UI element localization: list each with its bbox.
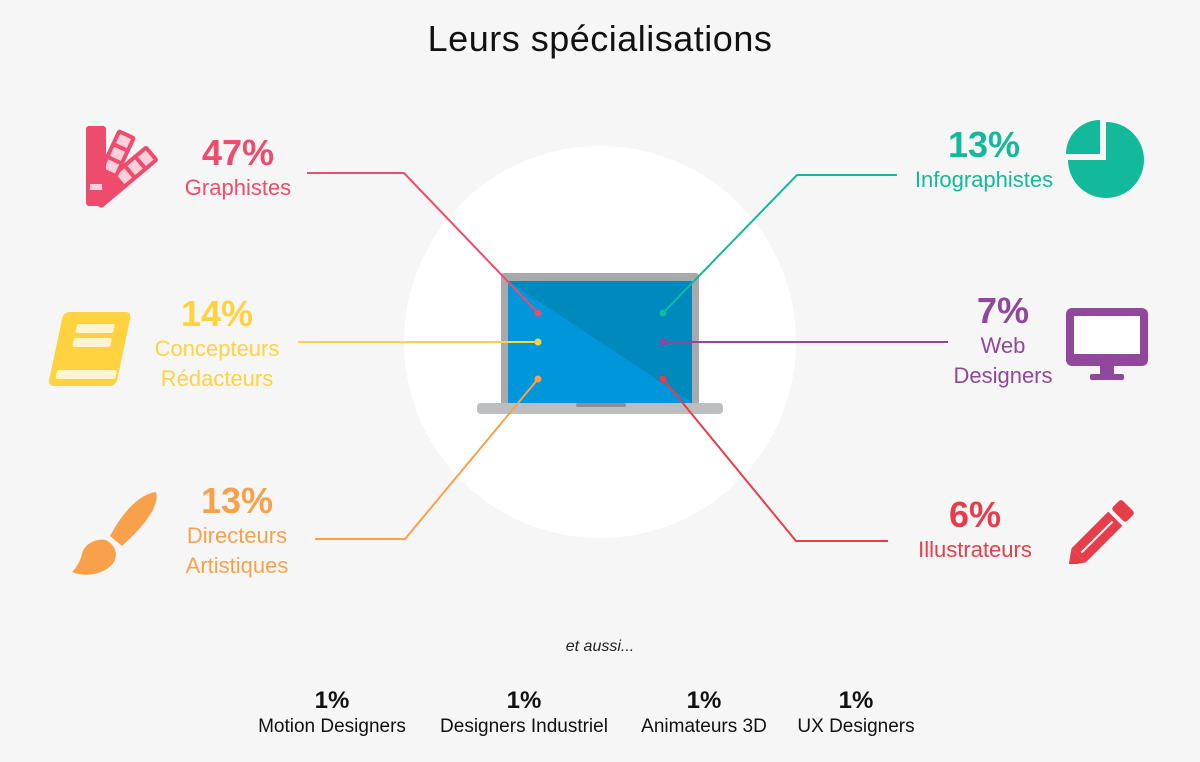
directeurs-label-1: Directeurs [186, 523, 288, 548]
connector-directeurs [315, 378, 539, 540]
directeurs-label-2: Artistiques [185, 553, 289, 578]
concepteurs-percent: 14% [180, 293, 254, 334]
extra-designers-industriel: 1% Designers Industriel [428, 688, 620, 740]
stat-graphistes: 47% Graphistes [176, 133, 300, 203]
web-label-1: Web [980, 333, 1026, 358]
extra-motion-designers: 1% Motion Designers [246, 688, 418, 740]
dot-illustrateurs [659, 375, 667, 383]
paintbrush-icon [72, 492, 157, 575]
laptop-icon [477, 273, 723, 414]
illustrateurs-percent: 6% [948, 494, 1002, 535]
extra-label: UX Designers [797, 716, 915, 737]
stat-web: 7% Web Designers [944, 291, 1062, 391]
directeurs-percent: 13% [200, 480, 274, 521]
connector-graphistes [307, 172, 539, 314]
illustrateurs-label: Illustrateurs [918, 537, 1032, 562]
extra-animateurs-3d: 1% Animateurs 3D [630, 688, 778, 740]
concepteurs-label-1: Concepteurs [154, 336, 280, 361]
stat-infographistes: 13% Infographistes [900, 125, 1068, 195]
extra-label: Designers Industriel [440, 716, 608, 737]
graphistes-label: Graphistes [184, 175, 292, 200]
extra-percent: 1% [686, 687, 722, 714]
extra-percent: 1% [838, 687, 874, 714]
dot-infographistes [659, 309, 667, 317]
dot-web [659, 338, 667, 346]
extra-percent: 1% [314, 687, 350, 714]
web-percent: 7% [976, 290, 1030, 331]
web-label-2: Designers [953, 363, 1053, 388]
infographistes-label: Infographistes [914, 167, 1054, 192]
pencil-icon [1068, 500, 1134, 564]
dot-concepteurs [534, 338, 542, 346]
page-title: Leurs spécialisations [427, 18, 773, 59]
monitor-icon [1066, 308, 1148, 380]
graphistes-percent: 47% [201, 132, 275, 173]
infographistes-percent: 13% [947, 124, 1021, 165]
stat-directeurs: 13% Directeurs Artistiques [170, 481, 304, 581]
dot-graphistes [534, 309, 542, 317]
extra-label: Animateurs 3D [641, 716, 767, 737]
extra-ux-designers: 1% UX Designers [788, 688, 924, 740]
book-icon [48, 312, 131, 386]
pie-chart-icon [1066, 120, 1144, 198]
dot-directeurs [534, 375, 542, 383]
stat-concepteurs: 14% Concepteurs Rédacteurs [140, 294, 294, 394]
stat-illustrateurs: 6% Illustrateurs [898, 495, 1052, 565]
extra-label: Motion Designers [258, 716, 406, 737]
et-aussi-text: et aussi... [565, 638, 635, 655]
connector-infographistes [662, 174, 897, 314]
connector-illustrateurs [662, 378, 888, 542]
concepteurs-label-2: Rédacteurs [160, 366, 274, 391]
extra-percent: 1% [506, 687, 542, 714]
color-swatch-icon [86, 126, 158, 208]
